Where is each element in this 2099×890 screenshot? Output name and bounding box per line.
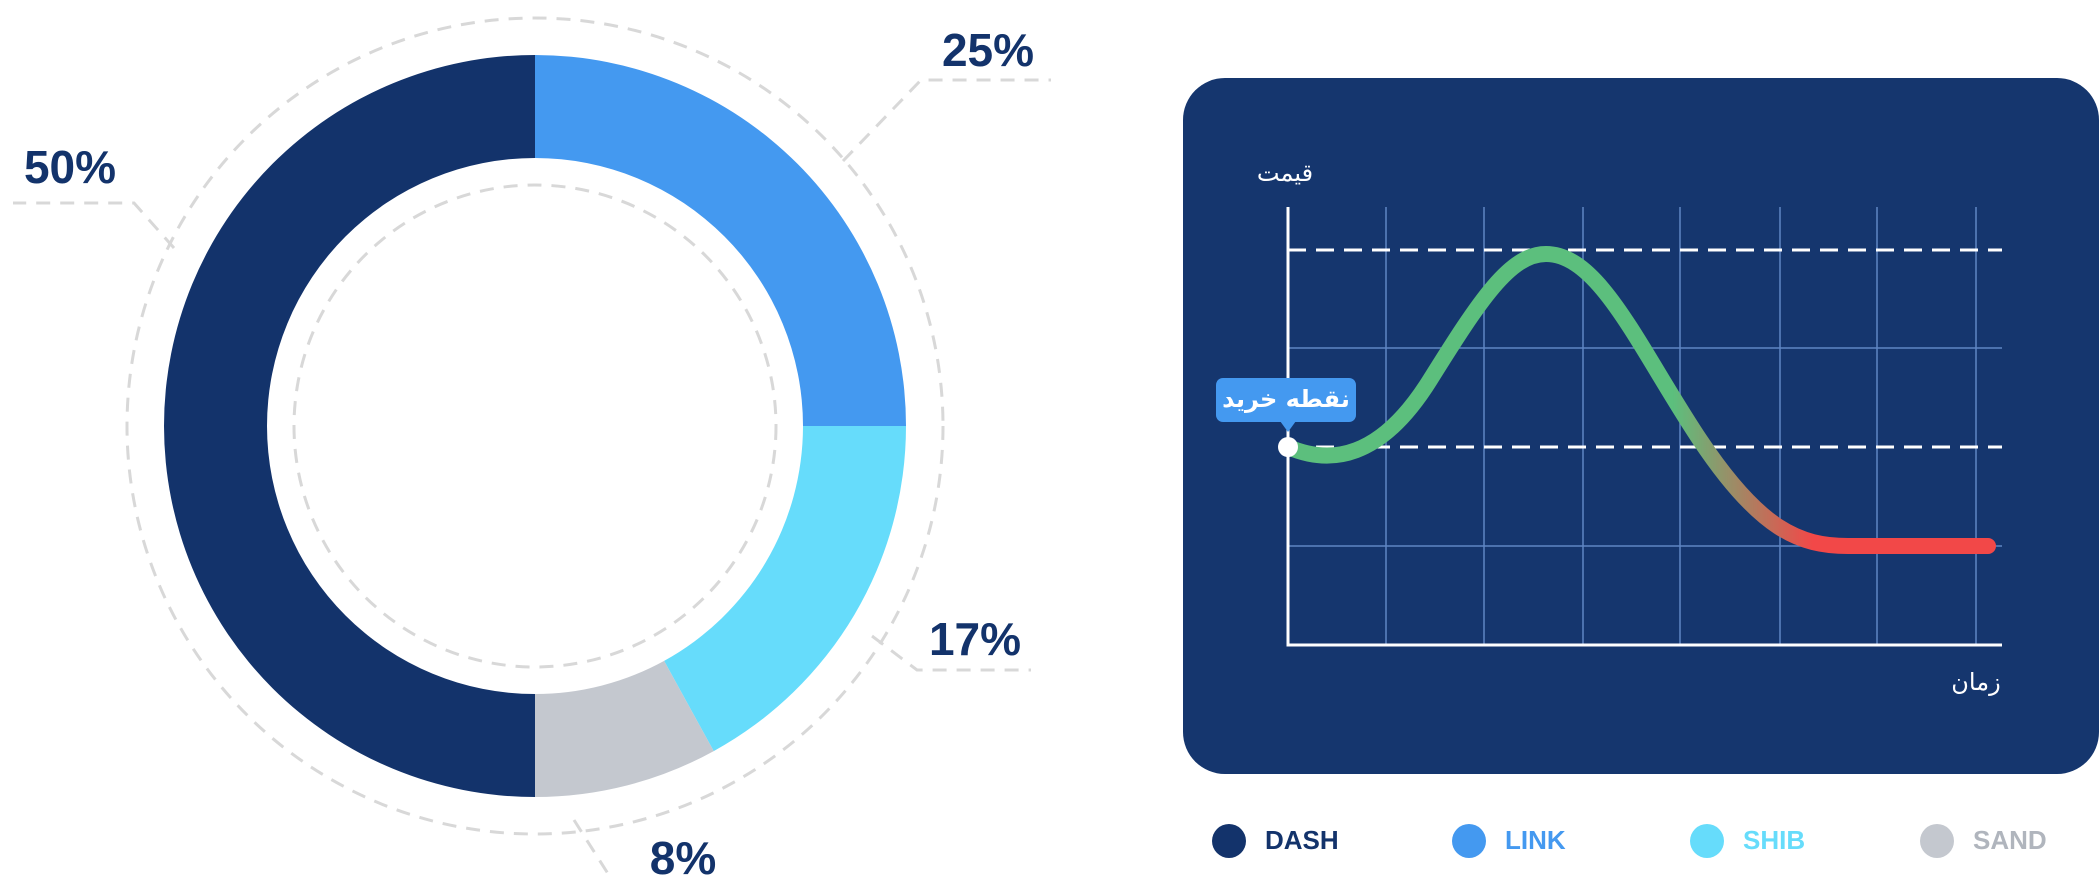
- leader-line: [13, 201, 176, 249]
- annotation: نقطه خرید: [1222, 385, 1350, 413]
- percent-label: 50%: [24, 141, 116, 193]
- legend-label: DASH: [1265, 825, 1339, 855]
- leader-line: [572, 819, 614, 881]
- donut-segment: [535, 660, 714, 797]
- legend-swatch: [1690, 824, 1724, 858]
- outer-dashed-ring: [125, 16, 945, 836]
- legend-label: SAND: [1973, 825, 2047, 855]
- percent-label: 17%: [929, 613, 1021, 665]
- price-panel: نقطه خرید قیمت زمان: [1183, 78, 2099, 774]
- legend: DASH LINK SHIB SAND: [1212, 824, 2047, 858]
- level-lines: [1288, 248, 2002, 449]
- y-axis-label: قیمت: [1257, 159, 1313, 187]
- donut-segment: [535, 55, 906, 426]
- legend-swatch: [1212, 824, 1246, 858]
- buy-point: [1278, 437, 1298, 457]
- donut-segment: [164, 55, 535, 797]
- donut-decor: [13, 16, 1051, 881]
- inner-dashed-ring: [292, 183, 778, 669]
- leader-line: [871, 634, 1031, 672]
- legend-label: LINK: [1505, 825, 1566, 855]
- legend-swatch: [1452, 824, 1486, 858]
- donut: 25% 17% 8% 50%: [24, 24, 1034, 884]
- leader-line: [841, 78, 1051, 163]
- annotation-box: [1216, 378, 1356, 422]
- axes: [1286, 207, 2002, 647]
- trend-curve: [1280, 245, 1996, 554]
- panel-bg: [1183, 78, 2099, 774]
- donut-segment: [664, 426, 906, 752]
- legend-label: SHIB: [1743, 825, 1805, 855]
- percent-label: 25%: [942, 24, 1034, 76]
- annotation-pointer: [1280, 421, 1296, 432]
- x-axis-label: زمان: [1951, 668, 2000, 696]
- percent-label: 8%: [650, 832, 716, 884]
- legend-swatch: [1920, 824, 1954, 858]
